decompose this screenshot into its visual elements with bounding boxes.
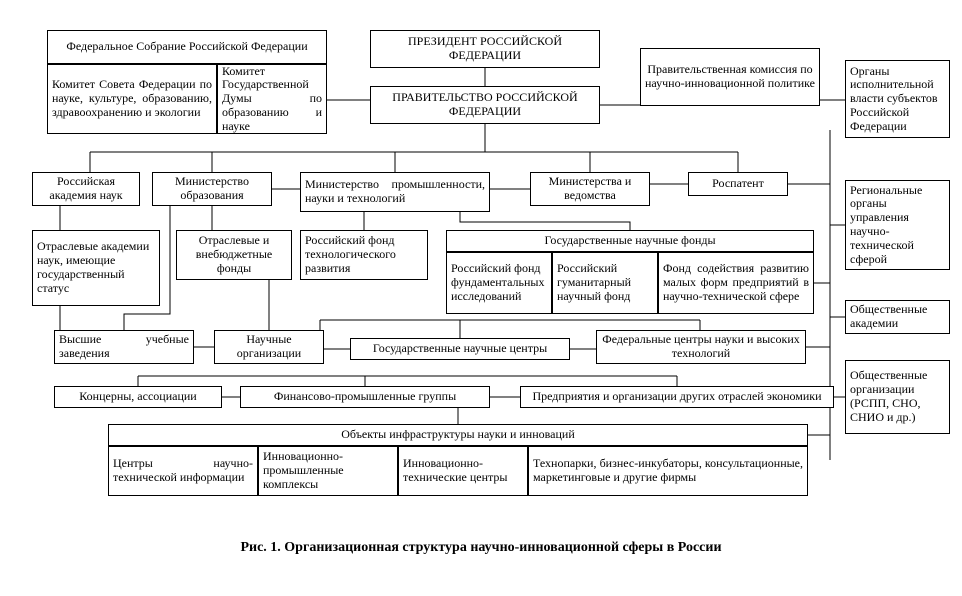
node-infraHdr: Объекты инфраструктуры науки и инноваций xyxy=(108,424,808,446)
node-innovTechCenters: Инновационно-технические центры xyxy=(398,446,528,496)
node-universities: Высшие учебные заведения xyxy=(54,330,194,364)
node-technoparks: Технопарки, бизнес-инкубаторы, консульта… xyxy=(528,446,808,496)
node-rgnf: Российский гуманитарный научный фонд xyxy=(552,252,658,314)
node-concerns: Концерны, ассоциации xyxy=(54,386,222,408)
diagram-canvas: Рис. 1. Организационная структура научно… xyxy=(0,0,962,596)
node-president: ПРЕЗИДЕНТ РОССИЙСКОЙ ФЕДЕРАЦИИ xyxy=(370,30,600,68)
node-fasie: Фонд содействия развитию малых форм пред… xyxy=(658,252,814,314)
node-publicAcademies: Общественные академии xyxy=(845,300,950,334)
node-stateFundsHdr: Государственные научные фонды xyxy=(446,230,814,252)
node-rospatent: Роспатент xyxy=(688,172,788,196)
node-government: ПРАВИТЕЛЬСТВО РОССИЙСКОЙ ФЕДЕРАЦИИ xyxy=(370,86,600,124)
node-publicOrgs: Общественные организации (РСПП, СНО, СНИ… xyxy=(845,360,950,434)
node-minIndSciTech: Министерство промышленности, науки и тех… xyxy=(300,172,490,212)
node-regionalBodies: Региональные органы управления научно-те… xyxy=(845,180,950,270)
node-rffi: Российский фонд фунда­ментальных исследо… xyxy=(446,252,552,314)
node-rftr: Российский фонд технологического развити… xyxy=(300,230,428,280)
node-execAuthorities: Органы исполнительной власти субъектов Р… xyxy=(845,60,950,138)
node-fedAssemblyTitle: Федеральное Собрание Российской Федераци… xyxy=(47,30,327,64)
figure-caption: Рис. 1. Организационная структура научно… xyxy=(0,540,962,556)
node-finIndGroups: Финансово-промышленные группы xyxy=(240,386,490,408)
node-branchAcademies: Отраслевые академии наук, имеющие госуда… xyxy=(32,230,160,306)
node-sciOrgs: Научные организации xyxy=(214,330,324,364)
node-dumaComm: Комитет Государственной Думы по образова… xyxy=(217,64,327,134)
node-branchFunds: Отраслевые и внебюджетные фонды xyxy=(176,230,292,280)
node-ran: Российская академия наук xyxy=(32,172,140,206)
node-fedHighTech: Федеральные центры науки и высоких техно… xyxy=(596,330,806,364)
node-innovIndComplex: Инновационно-промышленные комплексы xyxy=(258,446,398,496)
node-stateSciCenters: Государственные научные центры xyxy=(350,338,570,360)
node-fedCouncilComm: Комитет Совета Федерации по науке, культ… xyxy=(47,64,217,134)
node-govCommission: Правительственная комиссия по научно-инн… xyxy=(640,48,820,106)
node-sciTechInfo: Центры научно-технической информации xyxy=(108,446,258,496)
node-minEdu: Министерство образования xyxy=(152,172,272,206)
node-ministries: Министерства и ведомства xyxy=(530,172,650,206)
node-otherEnterprises: Предприятия и организации других отрасле… xyxy=(520,386,834,408)
